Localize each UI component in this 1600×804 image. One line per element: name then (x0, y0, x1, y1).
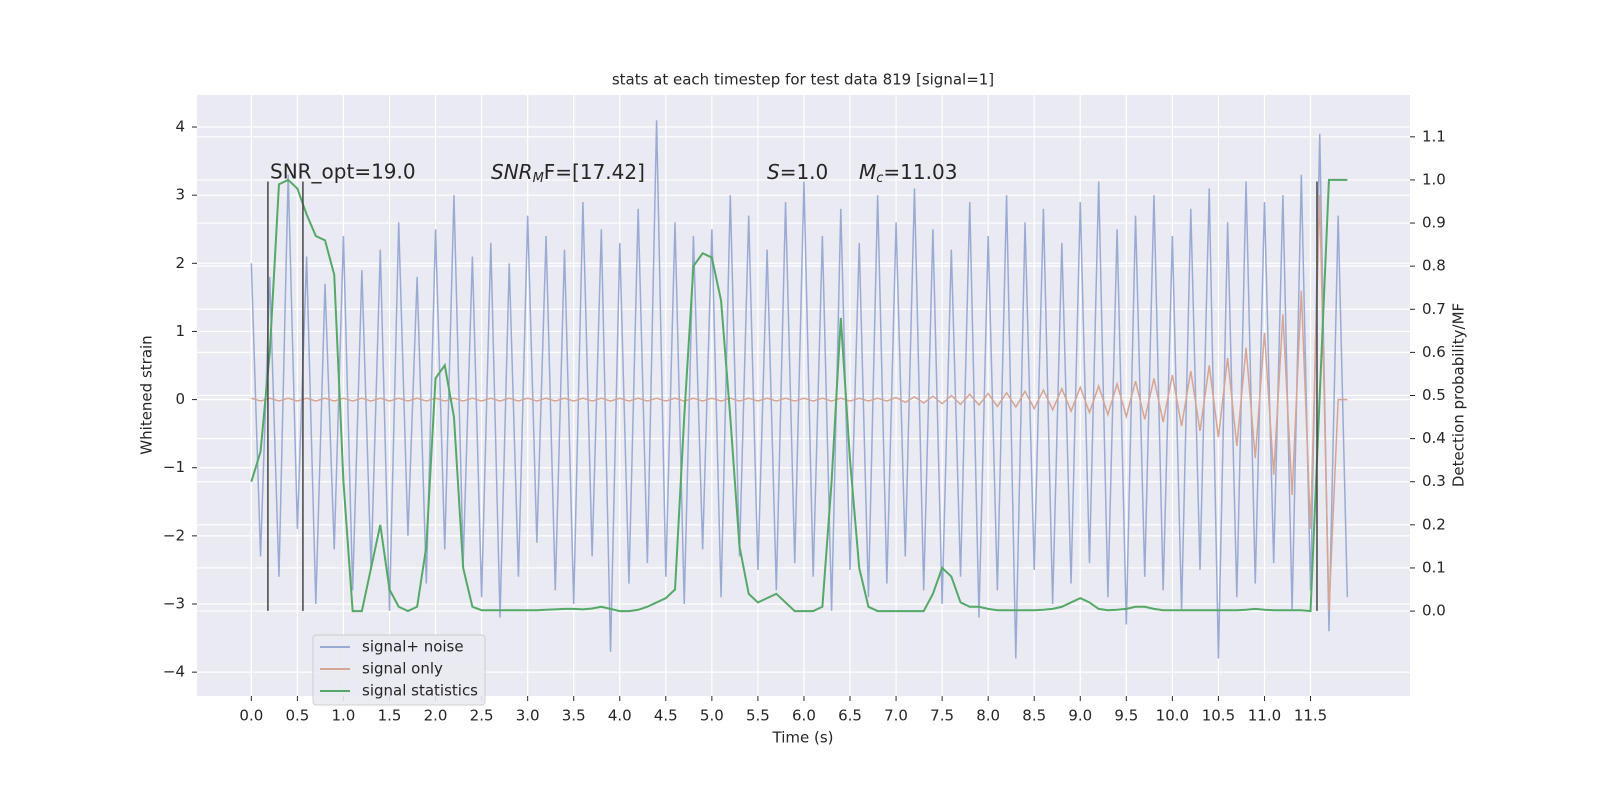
x-tick-label: 9.0 (1068, 707, 1092, 725)
x-tick-label: 6.5 (838, 707, 862, 725)
y2-tick-label: 0.1 (1422, 558, 1446, 576)
x-tick-label: 11.0 (1248, 707, 1281, 725)
annotation: Mc=11.03 (859, 160, 957, 186)
y-tick-label: 2 (175, 254, 185, 272)
y2-axis-label: Detection probability/MF (1450, 303, 1468, 487)
x-tick-label: 10.5 (1202, 707, 1235, 725)
y-tick-label: 1 (175, 322, 185, 340)
annotation: S=1.0 (767, 160, 828, 184)
x-tick-label: 0.5 (285, 707, 309, 725)
y-axis-label: Whitened strain (138, 335, 156, 454)
x-tick-label: 4.5 (654, 707, 678, 725)
y-tick-label: 0 (175, 390, 185, 408)
y2-tick-label: 0.0 (1422, 602, 1446, 620)
series-line (250, 178, 1348, 613)
y2-tick-label: 0.7 (1422, 300, 1446, 318)
y2-tick-label: 1.0 (1422, 170, 1446, 188)
x-tick-label: 7.5 (930, 707, 954, 725)
legend-box (312, 634, 486, 706)
x-tick-label: 4.0 (608, 707, 632, 725)
y-tick-label: −3 (163, 595, 185, 613)
x-axis-label: Time (s) (772, 729, 834, 747)
legend-label: signal+ noise (362, 638, 464, 656)
chart-title: stats at each timestep for test data 819… (612, 71, 994, 89)
x-tick-label: 2.0 (424, 707, 448, 725)
x-tick-label: 7.0 (884, 707, 908, 725)
y2-tick-label: 1.1 (1422, 127, 1446, 145)
series-line (250, 120, 1349, 659)
legend-label: signal statistics (362, 682, 478, 700)
y-tick-label: −2 (163, 526, 185, 544)
x-tick-label: 8.5 (1022, 707, 1046, 725)
y2-tick-label: 0.5 (1422, 386, 1446, 404)
x-tick-label: 6.0 (792, 707, 816, 725)
y-tick-label: −1 (163, 458, 185, 476)
x-tick-label: 2.5 (470, 707, 494, 725)
legend-label: signal only (362, 660, 443, 678)
x-tick-label: 3.0 (516, 707, 540, 725)
y2-tick-label: 0.6 (1422, 343, 1446, 361)
x-tick-label: 5.5 (746, 707, 770, 725)
x-tick-label: 1.5 (378, 707, 402, 725)
y2-tick-label: 0.8 (1422, 257, 1446, 275)
x-tick-label: 0.0 (239, 707, 263, 725)
y2-tick-label: 0.9 (1422, 214, 1446, 232)
x-tick-label: 11.5 (1294, 707, 1327, 725)
y2-tick-label: 0.2 (1422, 515, 1446, 533)
x-tick-label: 10.0 (1156, 707, 1189, 725)
annotation: SNR_opt=19.0 (270, 160, 416, 184)
annotation: SNRMF=[17.42] (491, 160, 645, 186)
x-tick-label: 9.5 (1114, 707, 1138, 725)
x-tick-label: 5.0 (700, 707, 724, 725)
x-tick-label: 1.0 (332, 707, 356, 725)
y-tick-label: 4 (175, 118, 185, 136)
x-tick-label: 8.0 (976, 707, 1000, 725)
x-tick-label: 3.5 (562, 707, 586, 725)
y2-tick-label: 0.3 (1422, 472, 1446, 490)
y2-tick-label: 0.4 (1422, 429, 1446, 447)
y-tick-label: 3 (175, 186, 185, 204)
y-tick-label: −4 (163, 663, 185, 681)
